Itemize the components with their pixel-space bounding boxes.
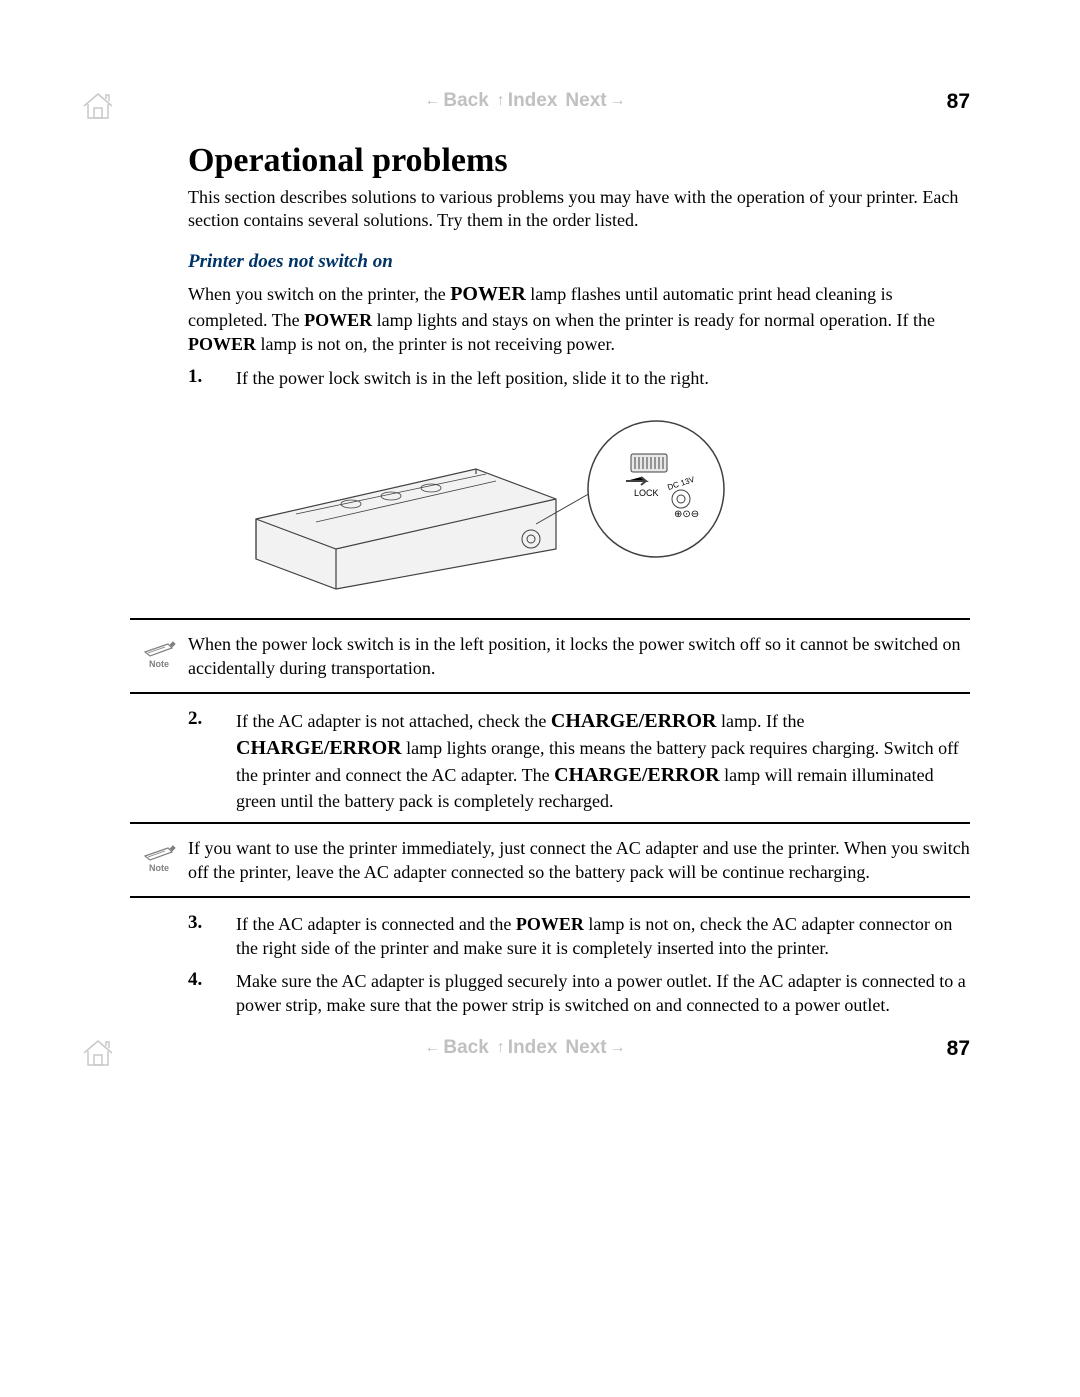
arrow-right-icon: → bbox=[610, 1039, 626, 1057]
arrow-right-icon: → bbox=[610, 92, 626, 110]
step-2: 2. If the AC adapter is not attached, ch… bbox=[188, 708, 970, 813]
svg-text:⊕⊙⊖: ⊕⊙⊖ bbox=[674, 509, 699, 520]
lock-label: LOCK bbox=[634, 488, 659, 498]
back-label: Back bbox=[443, 1037, 488, 1059]
arrow-up-icon: ↑ bbox=[497, 1039, 505, 1057]
note-1: Note When the power lock switch is in th… bbox=[130, 632, 970, 681]
intro-text: This section describes solutions to vari… bbox=[188, 186, 970, 233]
printer-figure: LOCK DC 13V ⊕⊙⊖ bbox=[236, 399, 970, 604]
divider bbox=[130, 618, 970, 620]
step-2-text: If the AC adapter is not attached, check… bbox=[236, 708, 970, 813]
next-link[interactable]: Next→ bbox=[565, 1037, 625, 1059]
back-link[interactable]: ←Back bbox=[424, 1037, 488, 1059]
note-icon bbox=[142, 634, 176, 658]
step-4-number: 4. bbox=[188, 969, 236, 991]
index-link[interactable]: ↑Index bbox=[497, 90, 558, 112]
step-2-number: 2. bbox=[188, 708, 236, 730]
next-link[interactable]: Next→ bbox=[565, 90, 625, 112]
divider bbox=[130, 822, 970, 824]
next-label: Next bbox=[565, 90, 606, 112]
step-4: 4. Make sure the AC adapter is plugged s… bbox=[188, 969, 970, 1018]
note-2-label: Note bbox=[149, 863, 169, 873]
main-content: Operational problems This section descri… bbox=[188, 142, 970, 1017]
arrow-left-icon: ← bbox=[424, 92, 440, 110]
note-2-text: If you want to use the printer immediate… bbox=[188, 836, 970, 885]
next-label: Next bbox=[565, 1037, 606, 1059]
step-1-number: 1. bbox=[188, 366, 236, 388]
divider bbox=[130, 692, 970, 694]
bottom-nav-bar: ←Back ↑Index Next→ 87 bbox=[80, 1037, 970, 1059]
note-icon bbox=[142, 838, 176, 862]
note-1-text: When the power lock switch is in the lef… bbox=[188, 632, 970, 681]
page-number-bottom: 87 bbox=[947, 1037, 970, 1061]
index-link[interactable]: ↑Index bbox=[497, 1037, 558, 1059]
home-icon[interactable] bbox=[80, 90, 116, 127]
page-number-top: 87 bbox=[947, 90, 970, 114]
step-1-text: If the power lock switch is in the left … bbox=[236, 366, 970, 390]
page-title: Operational problems bbox=[188, 142, 970, 180]
top-nav-bar: ←Back ↑Index Next→ 87 bbox=[80, 90, 970, 112]
back-label: Back bbox=[443, 90, 488, 112]
step-3: 3. If the AC adapter is connected and th… bbox=[188, 912, 970, 961]
index-label: Index bbox=[508, 1037, 558, 1059]
arrow-up-icon: ↑ bbox=[497, 92, 505, 110]
back-link[interactable]: ←Back bbox=[424, 90, 488, 112]
para-power-lamp: When you switch on the printer, the POWE… bbox=[188, 281, 970, 357]
arrow-left-icon: ← bbox=[424, 1039, 440, 1057]
divider bbox=[130, 896, 970, 898]
section-heading: Printer does not switch on bbox=[188, 251, 970, 273]
note-2: Note If you want to use the printer imme… bbox=[130, 836, 970, 885]
step-1: 1. If the power lock switch is in the le… bbox=[188, 366, 970, 390]
step-3-text: If the AC adapter is connected and the P… bbox=[236, 912, 970, 961]
step-3-number: 3. bbox=[188, 912, 236, 934]
index-label: Index bbox=[508, 90, 558, 112]
step-4-text: Make sure the AC adapter is plugged secu… bbox=[236, 969, 970, 1018]
note-1-label: Note bbox=[149, 659, 169, 669]
home-icon[interactable] bbox=[80, 1037, 116, 1074]
